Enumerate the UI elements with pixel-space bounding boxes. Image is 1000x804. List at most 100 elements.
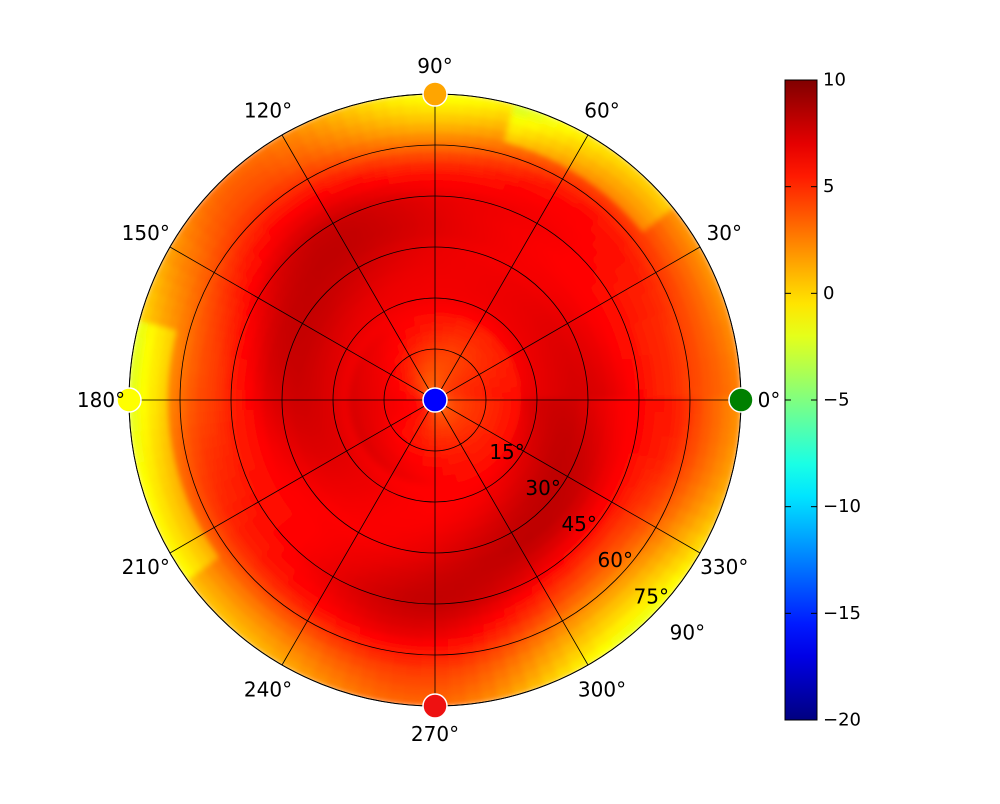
angle-tick-label: 180° [77, 388, 125, 412]
heatmap-cell [516, 369, 529, 378]
heatmap-cell [253, 417, 266, 431]
heatmap-cell [525, 341, 538, 353]
heatmap-cell [448, 434, 456, 446]
heatmap-cell [370, 451, 382, 463]
heatmap-cell [434, 313, 440, 324]
heatmap-cell [224, 420, 237, 436]
heatmap-cell [568, 398, 580, 408]
heatmap-cell [488, 417, 500, 425]
heatmap-cell [465, 435, 475, 446]
heatmap-cell [223, 388, 235, 403]
heatmap-cell [469, 379, 481, 387]
heatmap-cell [363, 457, 375, 469]
heatmap-cell [319, 381, 332, 391]
heatmap-cell [435, 676, 454, 688]
heatmap-cell [671, 422, 684, 440]
heatmap-cell [690, 424, 703, 443]
heatmap-cell [272, 374, 284, 386]
heatmap-cell [389, 442, 400, 454]
heatmap-cell [499, 379, 511, 387]
heatmap-cell [452, 369, 462, 379]
heatmap-cell [634, 375, 646, 390]
heatmap-cell [387, 615, 403, 628]
heatmap-cell [300, 406, 312, 416]
heatmap-cell [446, 343, 453, 355]
heatmap-cell [443, 455, 450, 467]
heatmap-cell [442, 427, 448, 438]
heatmap-cell [458, 349, 467, 360]
heatmap-cell [326, 457, 340, 470]
heatmap-cell [429, 485, 437, 497]
heatmap-cell [396, 405, 408, 411]
heatmap-cell [356, 450, 369, 462]
heatmap-cell [416, 376, 424, 386]
heatmap-cell [530, 351, 543, 363]
heatmap-cell [271, 382, 283, 394]
heatmap-cell [375, 363, 387, 372]
heatmap-cell [338, 394, 350, 402]
heatmap-cell [372, 439, 384, 450]
heatmap-cell [462, 200, 477, 213]
heatmap-cell [486, 299, 498, 312]
heatmap-cell [399, 189, 415, 202]
heatmap-cell [430, 428, 434, 440]
heatmap-cell [398, 425, 409, 435]
heatmap-cell [413, 590, 427, 602]
heatmap-cell [497, 371, 509, 380]
heatmap-cell [498, 351, 511, 362]
heatmap-cell [338, 457, 351, 469]
heatmap-cell [587, 389, 599, 400]
heatmap-cell [485, 368, 497, 377]
heatmap-cell [244, 418, 256, 433]
heatmap-cell [496, 440, 509, 452]
heatmap-cell [409, 179, 424, 192]
heatmap-cell [394, 161, 412, 174]
heatmap-cell [397, 386, 409, 392]
heatmap-cell [455, 326, 463, 338]
heatmap-cell [399, 559, 412, 572]
heatmap-cell [386, 405, 398, 411]
heatmap-cell [147, 414, 160, 434]
heatmap-cell [405, 666, 424, 678]
heatmap-cell [479, 446, 491, 458]
heatmap-cell [458, 460, 468, 473]
heatmap-cell [340, 347, 353, 358]
heatmap-cell [406, 404, 417, 410]
heatmap-cell [381, 305, 392, 318]
heatmap-cell [457, 151, 475, 164]
heatmap-cell [396, 401, 407, 405]
heatmap-cell [457, 429, 466, 440]
heatmap-cell [370, 417, 382, 425]
heatmap-cell [383, 327, 394, 339]
heatmap-cell [439, 361, 444, 372]
heatmap-cell [453, 402, 465, 407]
heatmap-cell [233, 389, 245, 403]
heatmap-cell [433, 370, 435, 381]
heatmap-cell [393, 151, 411, 165]
heatmap-cell [487, 476, 499, 489]
heatmap-cell [394, 420, 405, 429]
heatmap-cell [532, 357, 545, 368]
heatmap-cell [408, 346, 416, 358]
heatmap-cell [484, 365, 496, 374]
heatmap-cell [645, 397, 656, 412]
heatmap-cell [475, 326, 487, 339]
heatmap-cell [391, 431, 402, 442]
angle-tick-label: 120° [244, 99, 292, 123]
heatmap-cell [475, 437, 486, 448]
heatmap-cell [370, 106, 391, 121]
heatmap-cell [493, 344, 506, 356]
heatmap-cell [422, 504, 431, 516]
heatmap-cell [369, 414, 381, 422]
heatmap-cell [385, 104, 406, 118]
heatmap-cell [462, 391, 474, 396]
heatmap-cell [281, 383, 293, 394]
heatmap-cell [472, 349, 483, 360]
heatmap-cell [693, 482, 710, 504]
heatmap-cell [410, 335, 418, 347]
heatmap-cell [129, 367, 141, 388]
heatmap-cell [364, 364, 376, 374]
heatmap-cell [512, 451, 525, 463]
radial-tick-label: 45° [561, 512, 596, 536]
heatmap-cell [482, 479, 494, 492]
